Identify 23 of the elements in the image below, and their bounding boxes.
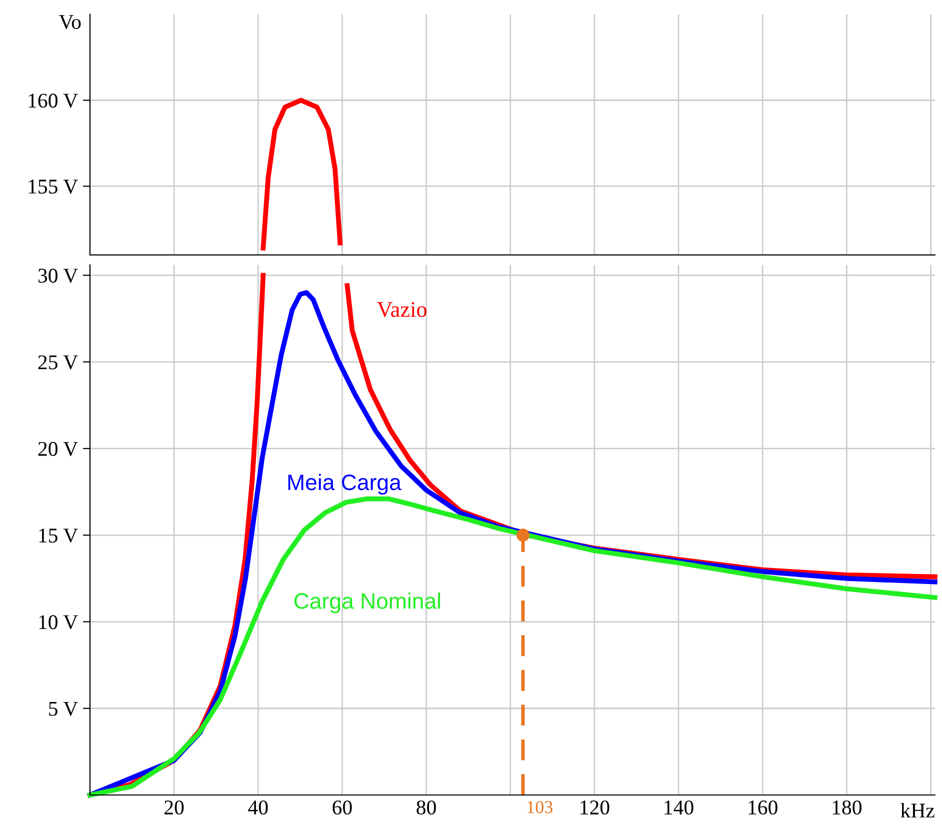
x-tick-label: 60 [332, 800, 352, 815]
y-tick-label: 10 V [39, 615, 78, 630]
x-tick-label: 120 [580, 800, 610, 815]
annotation: 103 [528, 801, 552, 814]
x-axis-title: kHz [900, 802, 934, 818]
x-tick-label: 160 [748, 800, 778, 815]
y-tick-label: 15 V [39, 528, 78, 543]
series-label: Carga Nominal [294, 592, 440, 614]
series-label: Meia Carga [288, 474, 402, 495]
y-axis-title: Vo [58, 15, 81, 30]
x-tick-label: 80 [416, 800, 436, 815]
x-tick-label: 20 [164, 800, 184, 815]
y-tick-label: 20 V [38, 442, 78, 456]
line-series [260, 98, 343, 251]
y-tick-label: 160 V [28, 94, 78, 108]
y-tick-label: 25 V [38, 355, 78, 370]
series-label: Vazio [377, 302, 426, 318]
x-tick-label: 140 [664, 800, 694, 815]
x-tick-label: 180 [832, 800, 862, 815]
y-tick-label: 30 V [38, 268, 78, 283]
y-tick-label: 5 V [49, 702, 78, 716]
x-tick-label: 40 [248, 800, 268, 815]
y-tick-label: 155 V [28, 180, 78, 194]
